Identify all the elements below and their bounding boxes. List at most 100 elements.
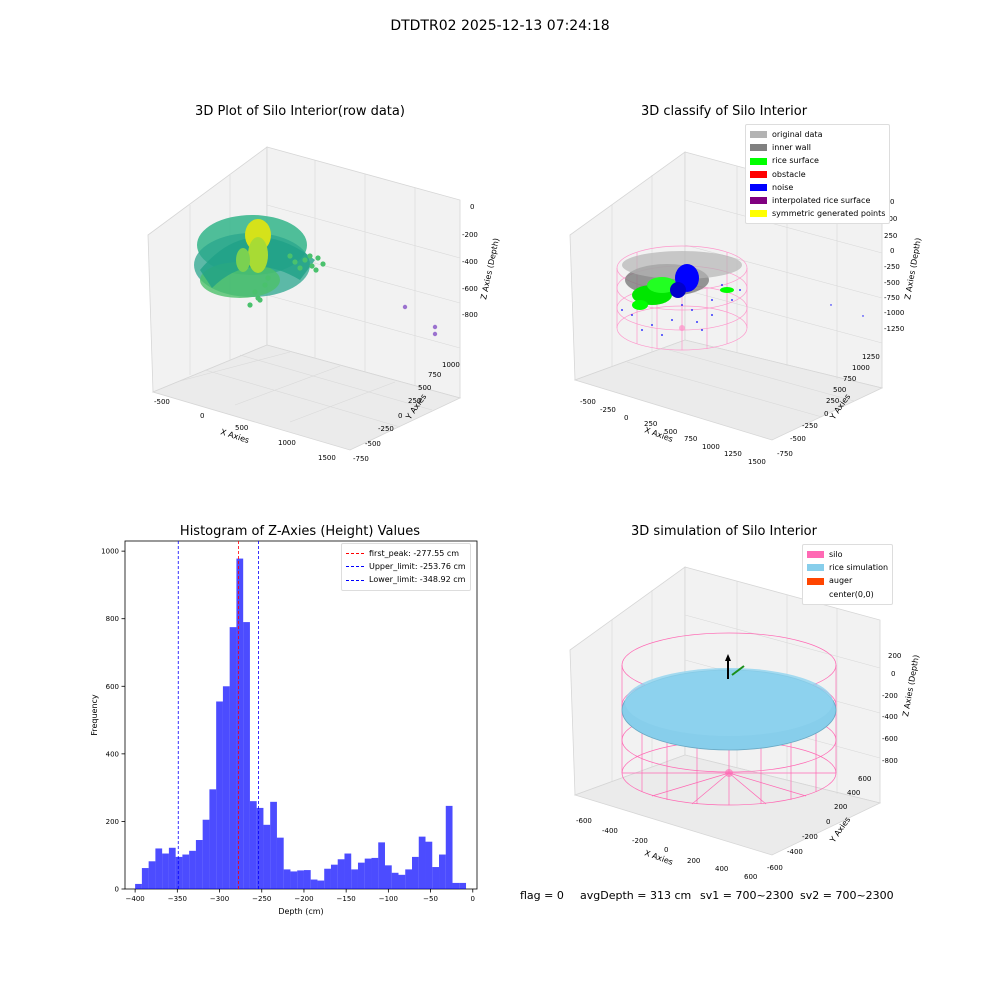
histogram-bar — [364, 858, 372, 889]
panel1-3d-plot: 0 -200 -400 -600 -800 Z Axies (Depth) -5… — [147, 146, 500, 463]
legend-entry: original data — [750, 128, 885, 141]
panel1-z-tick: -600 — [462, 285, 478, 293]
histogram-bar — [148, 861, 156, 889]
panel1-point-cloud — [194, 215, 438, 337]
panel1-y-tick: -750 — [353, 455, 369, 463]
panel2-z-label: Z Axies (Depth) — [903, 237, 922, 300]
histogram-x-label: Depth (cm) — [278, 907, 323, 916]
histogram-bar — [168, 847, 176, 889]
legend-entry: Upper_limit: -253.76 cm — [346, 560, 466, 573]
legend-label: rice simulation — [829, 563, 889, 573]
legend-swatch — [750, 144, 767, 152]
panel2-x-tick: -500 — [580, 398, 596, 406]
status-flag: flag = 0 — [520, 889, 564, 902]
panel1-y-tick: -250 — [378, 425, 394, 433]
panel3-title: Histogram of Z-Axies (Height) Values — [179, 524, 421, 539]
panel4-legend: silo rice simulation auger center(0,0) — [802, 544, 894, 605]
legend-entry: auger — [807, 574, 888, 587]
panel2-floor-pane — [573, 339, 884, 441]
panel1-y-tick: 500 — [418, 384, 431, 392]
legend-entry: silo — [807, 548, 888, 561]
histogram-plot: −400 −350 −300 −250 −200 −150 −100 −50 0 0 200 400… — [90, 540, 478, 916]
panel2-y-tick: 750 — [843, 375, 856, 383]
panel2-y-tick: -500 — [790, 435, 806, 443]
panel4-z-tick: -200 — [882, 692, 898, 700]
histogram-frame — [124, 540, 478, 890]
panel4-3d-plot: 200 0 -200 -400 -600 -800 Z Axies (Depth… — [569, 566, 921, 881]
panel4-x-tick: -200 — [632, 837, 648, 845]
legend-label: Upper_limit: -253.76 cm — [369, 562, 466, 572]
panel1-y-tick: 750 — [428, 371, 441, 379]
status-avg-depth: avgDepth = 313 cm — [580, 889, 692, 902]
legend-swatch — [750, 183, 767, 191]
panel4-x-label: X Axies — [643, 848, 674, 867]
panel2-z-tick: 500 — [884, 215, 897, 223]
panel1-z-tick: -200 — [462, 231, 478, 239]
histogram-bar — [162, 853, 169, 889]
panel4-z-tick: 0 — [891, 670, 895, 678]
histogram-bar — [351, 869, 358, 889]
panel2-y-tick: 500 — [833, 386, 846, 394]
panel4-z-tick: -800 — [882, 757, 898, 765]
histogram-bar — [276, 837, 284, 889]
histogram-bar — [283, 869, 291, 889]
histogram-bar — [425, 841, 433, 889]
panel4-z-tick: 200 — [888, 652, 901, 660]
legend-label: noise — [772, 182, 794, 192]
panel2-y-tick: 250 — [826, 397, 839, 405]
legend-swatch — [750, 197, 767, 205]
legend-swatch — [807, 577, 824, 585]
histogram-bar — [297, 870, 304, 889]
panel2-z-tick: -1000 — [884, 309, 904, 317]
legend-swatch — [750, 170, 767, 178]
legend-entry: Lower_limit: -348.92 cm — [346, 573, 466, 586]
status-sv2: sv2 = 700~2300 — [800, 889, 894, 902]
histogram-y-tick-label: 0 — [115, 886, 119, 894]
legend-line — [346, 553, 364, 555]
histogram-reference-lines — [177, 541, 259, 889]
histogram-y-tick-label: 200 — [106, 818, 119, 826]
panel4-title: 3D simulation of Silo Interior — [631, 524, 817, 539]
histogram-bar — [195, 840, 203, 889]
legend-entry: rice simulation — [807, 561, 888, 574]
legend-label: original data — [772, 130, 823, 139]
panel4-x-tick: 400 — [715, 865, 728, 873]
legend-label: interpolated rice surface — [772, 196, 871, 206]
panel2-x-tick: -250 — [600, 406, 616, 414]
histogram-x-tick-label: −50 — [423, 895, 438, 903]
panel2-x-tick: 1000 — [702, 443, 720, 451]
panel4-y-tick: -600 — [767, 864, 783, 872]
histogram-bar — [378, 842, 385, 889]
histogram-x-ticks: −400 −350 −300 −250 −200 −150 −100 −50 0 — [126, 889, 475, 903]
panel4-y-tick: 200 — [834, 803, 847, 811]
legend-label: Lower_limit: -348.92 cm — [369, 575, 466, 585]
histogram-y-tick-label: 400 — [106, 750, 119, 758]
legend-label: inner wall — [772, 143, 812, 153]
panel4-x-tick: -400 — [602, 827, 618, 835]
histogram-bar — [452, 882, 460, 889]
panel1-x-tick: 1000 — [278, 439, 296, 447]
panel1-x-tick: 1500 — [318, 454, 336, 462]
panel4-y-tick: 600 — [858, 775, 871, 783]
legend-line — [346, 579, 364, 581]
panel2-x-tick: 750 — [684, 435, 697, 443]
legend-swatch — [807, 551, 824, 559]
panel2-legend: original data inner wall rice surface ob… — [745, 124, 891, 225]
histogram-bar — [445, 805, 453, 889]
histogram-x-tick-label: −400 — [126, 895, 145, 903]
histogram-bar — [418, 836, 426, 889]
histogram-y-ticks: 0 200 400 600 800 1000 — [101, 548, 125, 894]
status-sv1: sv1 = 700~2300 — [700, 889, 794, 902]
histogram-bar — [371, 857, 379, 889]
histogram-bar — [243, 622, 250, 889]
panel4-y-tick: 400 — [847, 789, 860, 797]
legend-entry: obstacle — [750, 168, 885, 181]
histogram-bar — [357, 862, 365, 889]
histogram-bar — [337, 859, 345, 889]
histogram-bar — [384, 865, 392, 889]
histogram-x-tick-label: −200 — [294, 895, 313, 903]
histogram-bar — [270, 801, 277, 889]
panel4-y-tick: -400 — [787, 848, 803, 856]
histogram-x-tick-label: −150 — [337, 895, 356, 903]
histogram-bar — [222, 686, 230, 889]
